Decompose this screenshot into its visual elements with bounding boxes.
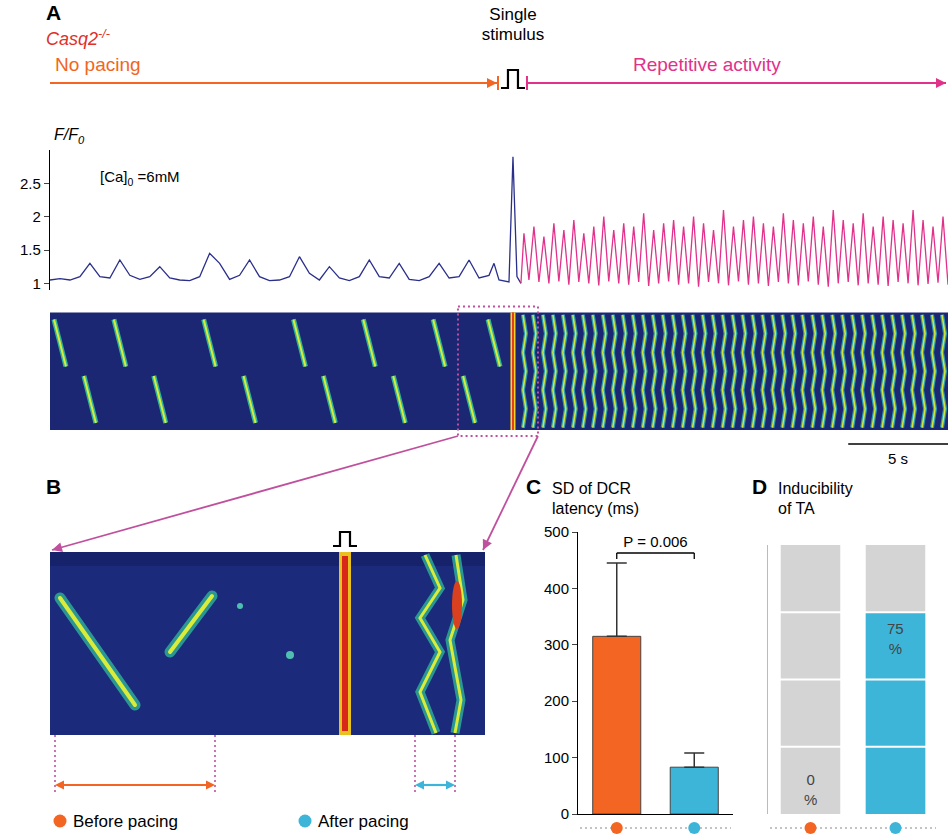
svg-text:1.5: 1.5: [20, 241, 41, 258]
svg-text:1: 1: [32, 275, 40, 292]
svg-text:After pacing: After pacing: [318, 812, 409, 831]
svg-text:100: 100: [544, 749, 569, 766]
svg-text:0: 0: [561, 805, 569, 822]
svg-text:2.5: 2.5: [20, 175, 41, 192]
svg-text:400: 400: [544, 580, 569, 597]
svg-text:D: D: [752, 475, 767, 498]
svg-text:Repetitive activity: Repetitive activity: [633, 54, 781, 75]
svg-text:C: C: [526, 475, 541, 498]
svg-text:200: 200: [544, 692, 569, 709]
svg-text:latency (ms): latency (ms): [552, 500, 639, 517]
svg-text:F/F0: F/F0: [54, 126, 85, 146]
svg-text:A: A: [46, 1, 61, 24]
svg-text:Before pacing: Before pacing: [73, 812, 178, 831]
svg-text:SD of DCR: SD of DCR: [552, 480, 631, 497]
svg-text:Inducibility: Inducibility: [778, 480, 853, 497]
svg-text:P = 0.006: P = 0.006: [623, 533, 687, 550]
svg-text:75%: 75%: [887, 620, 904, 657]
svg-text:Single: Single: [489, 5, 536, 24]
svg-text:B: B: [46, 475, 61, 498]
svg-text:of TA: of TA: [778, 500, 815, 517]
svg-text:300: 300: [544, 636, 569, 653]
svg-text:Casq2-/-: Casq2-/-: [46, 27, 110, 49]
svg-text:5 s: 5 s: [888, 450, 908, 467]
svg-text:No pacing: No pacing: [55, 54, 141, 75]
svg-text:0%: 0%: [804, 771, 817, 808]
svg-text:stimulus: stimulus: [482, 25, 544, 44]
svg-text:2: 2: [32, 208, 40, 225]
svg-text:[Ca]0 =6mM: [Ca]0 =6mM: [100, 168, 180, 188]
svg-text:500: 500: [544, 523, 569, 540]
